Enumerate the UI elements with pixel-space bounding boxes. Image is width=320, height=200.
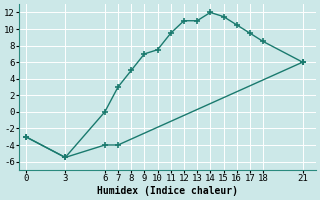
X-axis label: Humidex (Indice chaleur): Humidex (Indice chaleur)	[97, 186, 238, 196]
